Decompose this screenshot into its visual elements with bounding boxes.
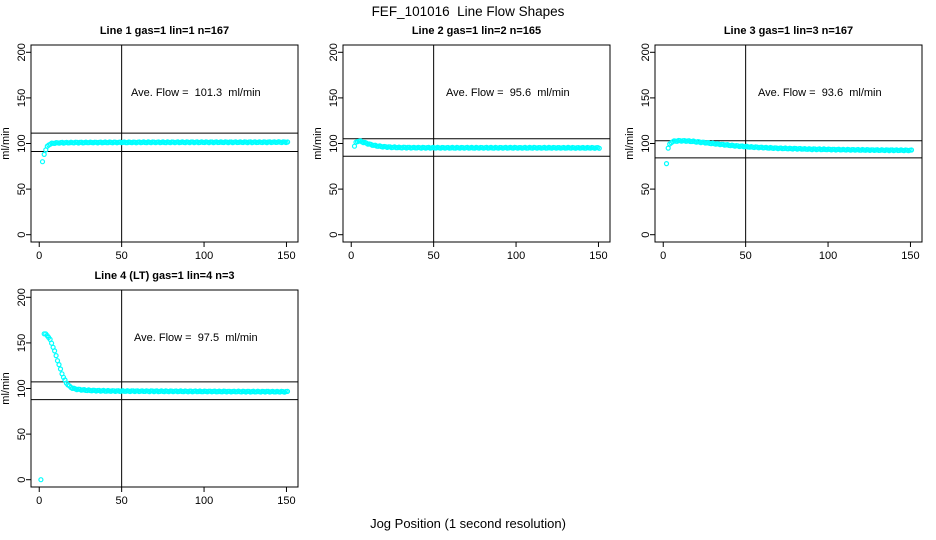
y-tick-label: 0 <box>16 477 28 483</box>
y-tick-label: 200 <box>16 288 28 306</box>
x-tick-label: 50 <box>740 250 752 262</box>
y-axis-unit-label: ml/min <box>0 127 12 159</box>
y-tick-label: 100 <box>16 134 28 152</box>
x-tick-label: 0 <box>36 250 42 262</box>
y-tick-label: 0 <box>16 232 28 238</box>
x-tick-label: 50 <box>116 250 128 262</box>
figure-title: FEF_101016 Line Flow Shapes <box>371 4 565 19</box>
y-tick-label: 100 <box>640 134 652 152</box>
x-tick-label: 150 <box>901 250 919 262</box>
y-tick-label: 100 <box>328 134 340 152</box>
x-tick-label: 150 <box>589 250 607 262</box>
data-point <box>48 340 55 346</box>
data-point <box>908 147 915 153</box>
y-axis-unit-label: ml/min <box>624 127 636 159</box>
y-tick-label: 150 <box>16 89 28 107</box>
outlier-point <box>41 151 47 157</box>
panel-title-line-3: Line 3 gas=1 lin=3 n=167 <box>723 25 854 37</box>
data-point <box>596 145 602 151</box>
y-tick-label: 50 <box>640 183 652 195</box>
y-tick-label: 0 <box>640 232 652 238</box>
ave-flow-annotation-line-3: Ave. Flow = 93.6 ml/min <box>758 87 882 100</box>
x-tick-label: 0 <box>660 250 666 262</box>
y-tick-label: 150 <box>16 334 28 352</box>
panel-line-4: 0 50 100 150 0 50 100 150 200 ml/min Line 4 (LT) … <box>0 270 312 515</box>
y-tick-label: 150 <box>328 89 340 107</box>
plot-canvas-line-2: 0 50 100 150 0 50 100 150 200 ml/min <box>312 43 611 262</box>
panel-line-3: 0 50 100 150 0 50 100 150 200 ml/min Line 3 gas=1… <box>624 25 936 270</box>
outlier-point <box>38 477 44 483</box>
data-point <box>53 352 59 359</box>
plot-canvas-line-4: 0 50 100 150 0 50 100 150 200 ml/min <box>0 288 299 507</box>
plot-box <box>30 289 299 488</box>
panel-title-line-2: Line 2 gas=1 lin=2 n=165 <box>411 25 542 37</box>
data-point <box>665 145 671 151</box>
y-tick-label: 50 <box>328 183 340 195</box>
x-tick-label: 100 <box>507 250 525 262</box>
panel-title-line-1: Line 1 gas=1 lin=1 n=167 <box>99 25 230 37</box>
x-tick-label: 100 <box>819 250 837 262</box>
x-tick-label: 150 <box>277 495 295 507</box>
data-point <box>51 348 58 354</box>
outlier-point <box>39 159 46 165</box>
y-tick-label: 200 <box>328 43 340 61</box>
x-axis-label: Jog Position (1 second resolution) <box>370 516 566 531</box>
y-tick-label: 0 <box>328 232 340 238</box>
x-tick-label: 50 <box>116 495 128 507</box>
ave-flow-annotation-line-2: Ave. Flow = 95.6 ml/min <box>446 87 570 100</box>
panel-line-1: 0 50 100 150 0 50 100 150 200 ml/min Line 1 gas=1… <box>0 25 312 270</box>
outlier-point <box>663 161 670 167</box>
y-axis-unit-label: ml/min <box>0 372 12 404</box>
y-tick-label: 150 <box>640 89 652 107</box>
x-tick-label: 0 <box>348 250 354 262</box>
plot-box <box>342 44 611 243</box>
y-tick-label: 200 <box>640 43 652 61</box>
y-tick-label: 100 <box>16 379 28 397</box>
plot-canvas-line-1: 0 50 100 150 0 50 100 150 200 ml/min <box>0 43 299 262</box>
data-point <box>351 143 358 149</box>
y-tick-label: 200 <box>16 43 28 61</box>
panel-line-2: 0 50 100 150 0 50 100 150 200 ml/min Line 2 gas=1… <box>312 25 624 270</box>
data-point <box>57 366 64 372</box>
x-tick-label: 100 <box>195 250 213 262</box>
plot-canvas-line-3: 0 50 100 150 0 50 100 150 200 ml/min <box>624 43 923 262</box>
ave-flow-annotation-line-4: Ave. Flow = 97.5 ml/min <box>134 332 258 345</box>
data-point <box>284 388 291 395</box>
x-tick-label: 50 <box>428 250 440 262</box>
y-axis-unit-label: ml/min <box>312 127 324 159</box>
x-tick-label: 100 <box>195 495 213 507</box>
y-tick-label: 50 <box>16 428 28 440</box>
panel-title-line-4: Line 4 (LT) gas=1 lin=4 n=3 <box>94 270 235 282</box>
y-tick-label: 50 <box>16 183 28 195</box>
data-point <box>56 361 62 368</box>
data-point <box>285 139 291 145</box>
x-tick-label: 0 <box>36 495 42 507</box>
ave-flow-annotation-line-1: Ave. Flow = 101.3 ml/min <box>130 87 261 100</box>
x-tick-label: 150 <box>277 250 295 262</box>
